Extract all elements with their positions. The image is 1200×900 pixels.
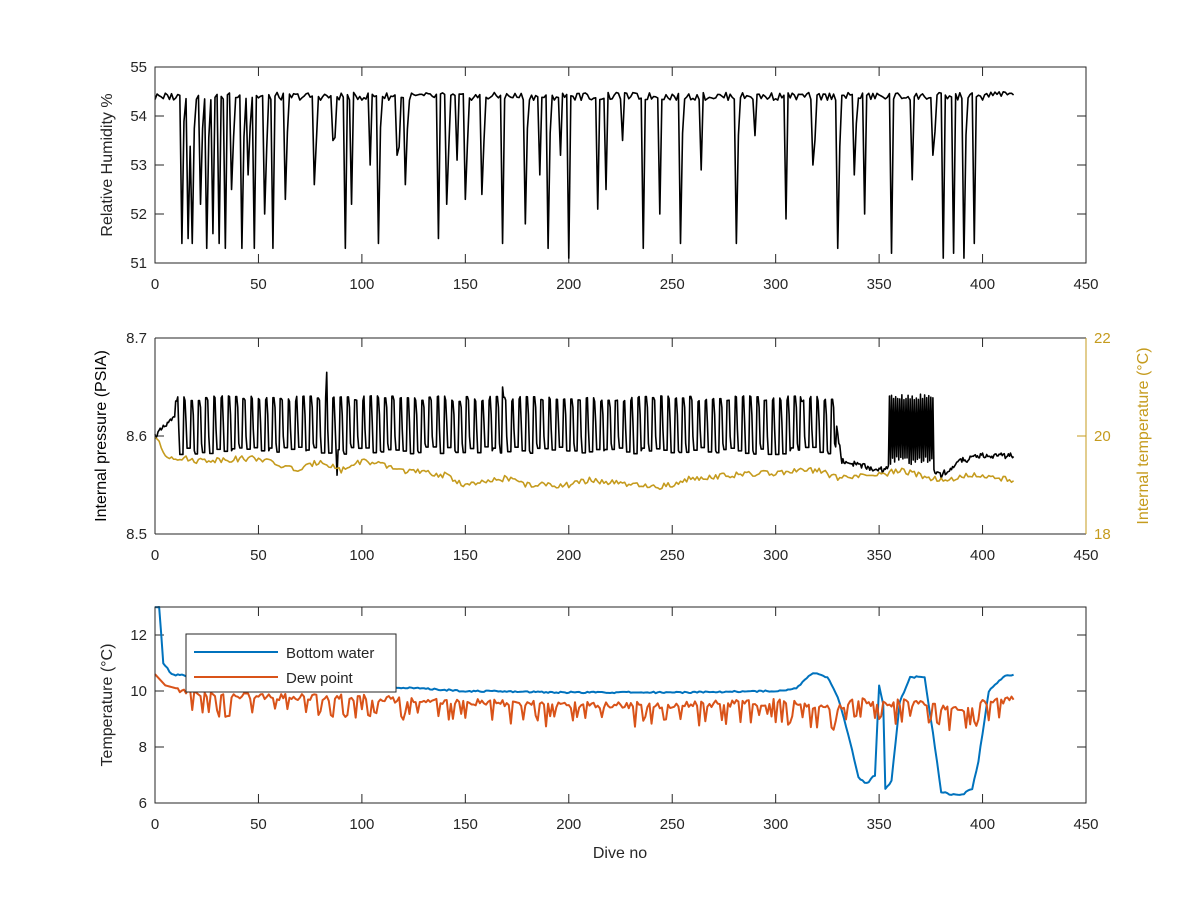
ylabel-pressure: Internal pressure (PSIA) — [93, 350, 110, 522]
x-tick-label-humidity: 100 — [349, 276, 374, 293]
x-tick-label-temperature: 200 — [556, 816, 581, 833]
legend: Bottom water Dew point — [185, 633, 397, 693]
x-tick-label-pressure: 300 — [763, 547, 788, 564]
panel-humidity: 0 50 100 150 200 250 300 350 400 450 51 52 53 54 55 Re… — [99, 59, 1099, 293]
x-tick-label-temperature: 150 — [453, 816, 478, 833]
x-tick-label-humidity: 450 — [1073, 276, 1098, 293]
x-tick-label-pressure: 400 — [970, 547, 995, 564]
x-tick-label-temperature: 0 — [151, 816, 159, 833]
series-line-internal-temperature — [154, 436, 1015, 491]
x-tick-label-temperature: 50 — [250, 816, 267, 833]
y2-tick-label-pressure: 22 — [1094, 330, 1111, 347]
frame-humidity — [154, 66, 1087, 264]
x-tick-label-humidity: 150 — [453, 276, 478, 293]
y2-tick-label-pressure: 18 — [1094, 526, 1111, 543]
y-tick-label-temperature: 12 — [130, 627, 147, 644]
x-tick-label-pressure: 250 — [660, 547, 685, 564]
y-tick-label-humidity: 53 — [130, 157, 147, 174]
series-humidity — [154, 91, 1015, 259]
x-tick-label-pressure: 450 — [1073, 547, 1098, 564]
x-tick-label-pressure: 200 — [556, 547, 581, 564]
x-tick-label-humidity: 250 — [660, 276, 685, 293]
y-tick-label-temperature: 10 — [130, 683, 147, 700]
panel-temperature: 0 50 100 150 200 250 300 350 400 450 6 8 10 12 Temper… — [99, 606, 1099, 862]
ylabel-temperature: Temperature (°C) — [99, 644, 116, 767]
panel-pressure: 0 50 100 150 200 250 300 350 400 450 8.5 8.6 8.7 18 20… — [93, 330, 1152, 564]
legend-label-bottom-water: Bottom water — [286, 645, 374, 662]
x-tick-label-pressure: 350 — [867, 547, 892, 564]
legend-label-dew-point: Dew point — [286, 670, 354, 687]
y-tick-label-temperature: 8 — [139, 739, 147, 756]
legend-box — [185, 633, 397, 693]
y2label-internal-temperature: Internal temperature (°C) — [1135, 347, 1152, 524]
x-tick-label-temperature: 300 — [763, 816, 788, 833]
x-tick-label-temperature: 400 — [970, 816, 995, 833]
series-line-internal-pressure — [154, 371, 1015, 479]
y-tick-label-humidity: 55 — [130, 59, 147, 76]
series-line-dew-point — [154, 673, 1015, 732]
ylabel-humidity: Relative Humidity % — [99, 93, 116, 236]
x-tick-label-temperature: 100 — [349, 816, 374, 833]
x-tick-label-pressure: 100 — [349, 547, 374, 564]
y-tick-label-pressure: 8.7 — [126, 330, 147, 347]
y-tick-label-humidity: 51 — [130, 255, 147, 272]
x-tick-label-pressure: 50 — [250, 547, 267, 564]
series-line-relative-humidity — [154, 91, 1015, 259]
y2-tick-label-pressure: 20 — [1094, 428, 1111, 445]
y-tick-label-temperature: 6 — [139, 795, 147, 812]
series-pressure — [154, 371, 1015, 491]
x-tick-label-humidity: 350 — [867, 276, 892, 293]
y-tick-label-humidity: 54 — [130, 108, 147, 125]
x-tick-label-humidity: 200 — [556, 276, 581, 293]
frame-temperature — [154, 606, 1087, 804]
y-tick-label-pressure: 8.5 — [126, 526, 147, 543]
x-tick-label-humidity: 300 — [763, 276, 788, 293]
x-tick-label-humidity: 50 — [250, 276, 267, 293]
x-tick-label-temperature: 350 — [867, 816, 892, 833]
y-tick-label-humidity: 52 — [130, 206, 147, 223]
x-tick-label-humidity: 400 — [970, 276, 995, 293]
x-tick-label-pressure: 150 — [453, 547, 478, 564]
xlabel-dive-no: Dive no — [593, 845, 647, 862]
ticks-pressure: 0 50 100 150 200 250 300 350 400 450 8.5 8.6 8.7 18 20… — [126, 330, 1111, 564]
y-tick-label-pressure: 8.6 — [126, 428, 147, 445]
x-tick-label-humidity: 0 — [151, 276, 159, 293]
ticks-temperature: 0 50 100 150 200 250 300 350 400 450 6 8 10 12 — [130, 607, 1099, 833]
x-tick-label-pressure: 0 — [151, 547, 159, 564]
x-tick-label-temperature: 450 — [1073, 816, 1098, 833]
x-tick-label-temperature: 250 — [660, 816, 685, 833]
ticks-humidity: 0 50 100 150 200 250 300 350 400 450 51 52 53 54 55 — [130, 59, 1098, 293]
